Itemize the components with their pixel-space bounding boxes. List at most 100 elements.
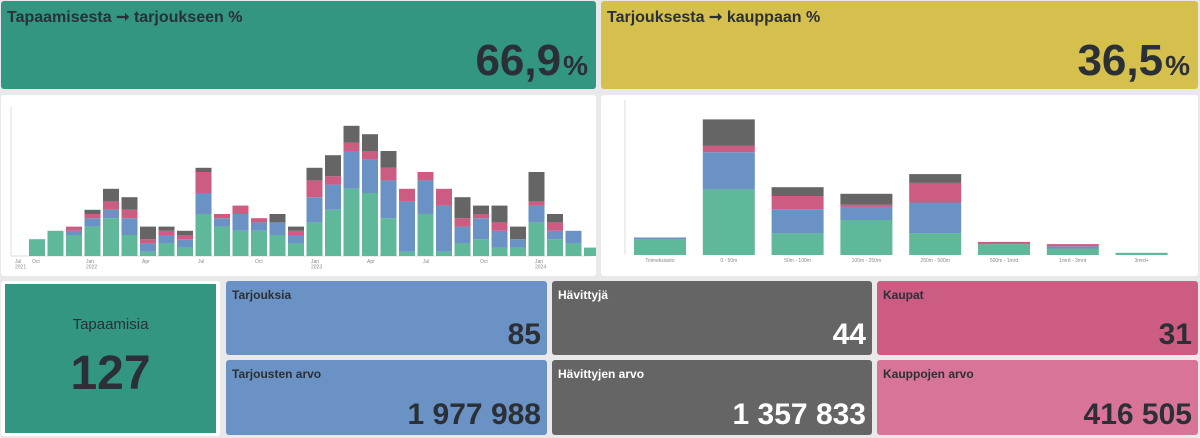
bar-segment[interactable] bbox=[380, 167, 397, 181]
bar-segment[interactable] bbox=[66, 226, 82, 231]
bar-segment[interactable] bbox=[528, 172, 545, 202]
bar-segment[interactable] bbox=[232, 214, 249, 231]
bar-segment[interactable] bbox=[771, 187, 824, 196]
bar-segment[interactable] bbox=[325, 176, 341, 185]
bar-segment[interactable] bbox=[306, 167, 323, 181]
bar-segment[interactable] bbox=[702, 119, 755, 146]
bar-segment[interactable] bbox=[269, 222, 286, 235]
bar-segment[interactable] bbox=[454, 226, 471, 244]
bar-segment[interactable] bbox=[121, 218, 138, 235]
bar-segment[interactable] bbox=[195, 172, 212, 193]
bar-segment[interactable] bbox=[103, 218, 119, 256]
bar-segment[interactable] bbox=[158, 235, 175, 244]
bar-segment[interactable] bbox=[325, 155, 341, 177]
bar-segment[interactable] bbox=[288, 243, 304, 256]
bar-segment[interactable] bbox=[251, 218, 267, 223]
bar-segment[interactable] bbox=[103, 209, 119, 219]
bar-segment[interactable] bbox=[29, 239, 45, 256]
bar-segment[interactable] bbox=[362, 134, 378, 151]
bar-segment[interactable] bbox=[528, 205, 545, 223]
bar-segment[interactable] bbox=[771, 233, 824, 255]
bar-segment[interactable] bbox=[510, 247, 526, 256]
bar-segment[interactable] bbox=[454, 218, 471, 227]
bar-segment[interactable] bbox=[380, 218, 397, 256]
bar-segment[interactable] bbox=[584, 247, 596, 256]
bar-segment[interactable] bbox=[251, 230, 267, 256]
bar-segment[interactable] bbox=[634, 237, 686, 240]
bar-segment[interactable] bbox=[140, 251, 156, 256]
bar-segment[interactable] bbox=[702, 152, 755, 190]
bar-segment[interactable] bbox=[306, 180, 323, 198]
bar-segment[interactable] bbox=[417, 180, 434, 214]
bar-segment[interactable] bbox=[140, 239, 156, 244]
bar-segment[interactable] bbox=[436, 188, 452, 206]
bar-segment[interactable] bbox=[214, 226, 230, 256]
bar-segment[interactable] bbox=[195, 167, 212, 172]
bar-segment[interactable] bbox=[232, 230, 249, 256]
bar-segment[interactable] bbox=[909, 182, 962, 203]
bar-segment[interactable] bbox=[771, 209, 824, 234]
bar-segment[interactable] bbox=[288, 226, 304, 231]
bar-segment[interactable] bbox=[362, 159, 378, 193]
bar-segment[interactable] bbox=[399, 188, 415, 202]
bar-segment[interactable] bbox=[214, 214, 230, 219]
bar-segment[interactable] bbox=[510, 239, 526, 248]
bar-segment[interactable] bbox=[362, 151, 378, 160]
bar-segment[interactable] bbox=[528, 201, 545, 206]
bar-segment[interactable] bbox=[66, 230, 82, 235]
bar-segment[interactable] bbox=[251, 222, 267, 231]
bar-segment[interactable] bbox=[473, 218, 489, 240]
bar-segment[interactable] bbox=[158, 243, 175, 256]
bar-segment[interactable] bbox=[454, 197, 471, 219]
bar-segment[interactable] bbox=[702, 189, 755, 255]
bar-segment[interactable] bbox=[195, 193, 212, 214]
bar-segment[interactable] bbox=[547, 239, 563, 256]
bar-segment[interactable] bbox=[1046, 248, 1099, 255]
bar-segment[interactable] bbox=[840, 193, 893, 205]
bar-segment[interactable] bbox=[121, 209, 138, 219]
bar-segment[interactable] bbox=[491, 247, 508, 256]
bar-segment[interactable] bbox=[702, 145, 755, 153]
bar-segment[interactable] bbox=[1046, 246, 1099, 249]
bar-segment[interactable] bbox=[417, 214, 434, 256]
bar-segment[interactable] bbox=[978, 241, 1030, 245]
bar-segment[interactable] bbox=[909, 233, 962, 255]
bar-segment[interactable] bbox=[158, 226, 175, 231]
bar-segment[interactable] bbox=[232, 205, 249, 214]
bar-segment[interactable] bbox=[66, 235, 82, 256]
bar-segment[interactable] bbox=[195, 214, 212, 256]
bar-segment[interactable] bbox=[399, 251, 415, 256]
bar-segment[interactable] bbox=[84, 218, 101, 227]
bar-segment[interactable] bbox=[343, 142, 360, 151]
bar-segment[interactable] bbox=[380, 180, 397, 219]
bar-segment[interactable] bbox=[269, 235, 286, 256]
bar-segment[interactable] bbox=[491, 222, 508, 231]
bar-segment[interactable] bbox=[121, 235, 138, 256]
bar-segment[interactable] bbox=[547, 230, 563, 240]
bar-segment[interactable] bbox=[380, 151, 397, 168]
bar-segment[interactable] bbox=[177, 235, 193, 240]
bar-segment[interactable] bbox=[343, 125, 360, 143]
bar-segment[interactable] bbox=[343, 151, 360, 189]
bar-segment[interactable] bbox=[528, 222, 545, 256]
bar-segment[interactable] bbox=[288, 230, 304, 235]
bar-segment[interactable] bbox=[140, 243, 156, 252]
bar-segment[interactable] bbox=[510, 226, 526, 240]
bar-segment[interactable] bbox=[325, 184, 341, 210]
bar-segment[interactable] bbox=[399, 201, 415, 252]
bar-segment[interactable] bbox=[771, 195, 824, 209]
bar-segment[interactable] bbox=[909, 174, 962, 183]
bar-segment[interactable] bbox=[454, 243, 471, 256]
bar-segment[interactable] bbox=[177, 247, 193, 256]
bar-segment[interactable] bbox=[840, 204, 893, 207]
bar-segment[interactable] bbox=[491, 205, 508, 223]
bar-segment[interactable] bbox=[1115, 252, 1168, 255]
bar-segment[interactable] bbox=[473, 205, 489, 214]
bar-segment[interactable] bbox=[840, 220, 893, 255]
bar-segment[interactable] bbox=[84, 209, 101, 214]
bar-segment[interactable] bbox=[306, 197, 323, 223]
bar-segment[interactable] bbox=[547, 222, 563, 231]
bar-segment[interactable] bbox=[158, 230, 175, 235]
bar-segment[interactable] bbox=[84, 214, 101, 219]
bar-segment[interactable] bbox=[978, 244, 1030, 255]
